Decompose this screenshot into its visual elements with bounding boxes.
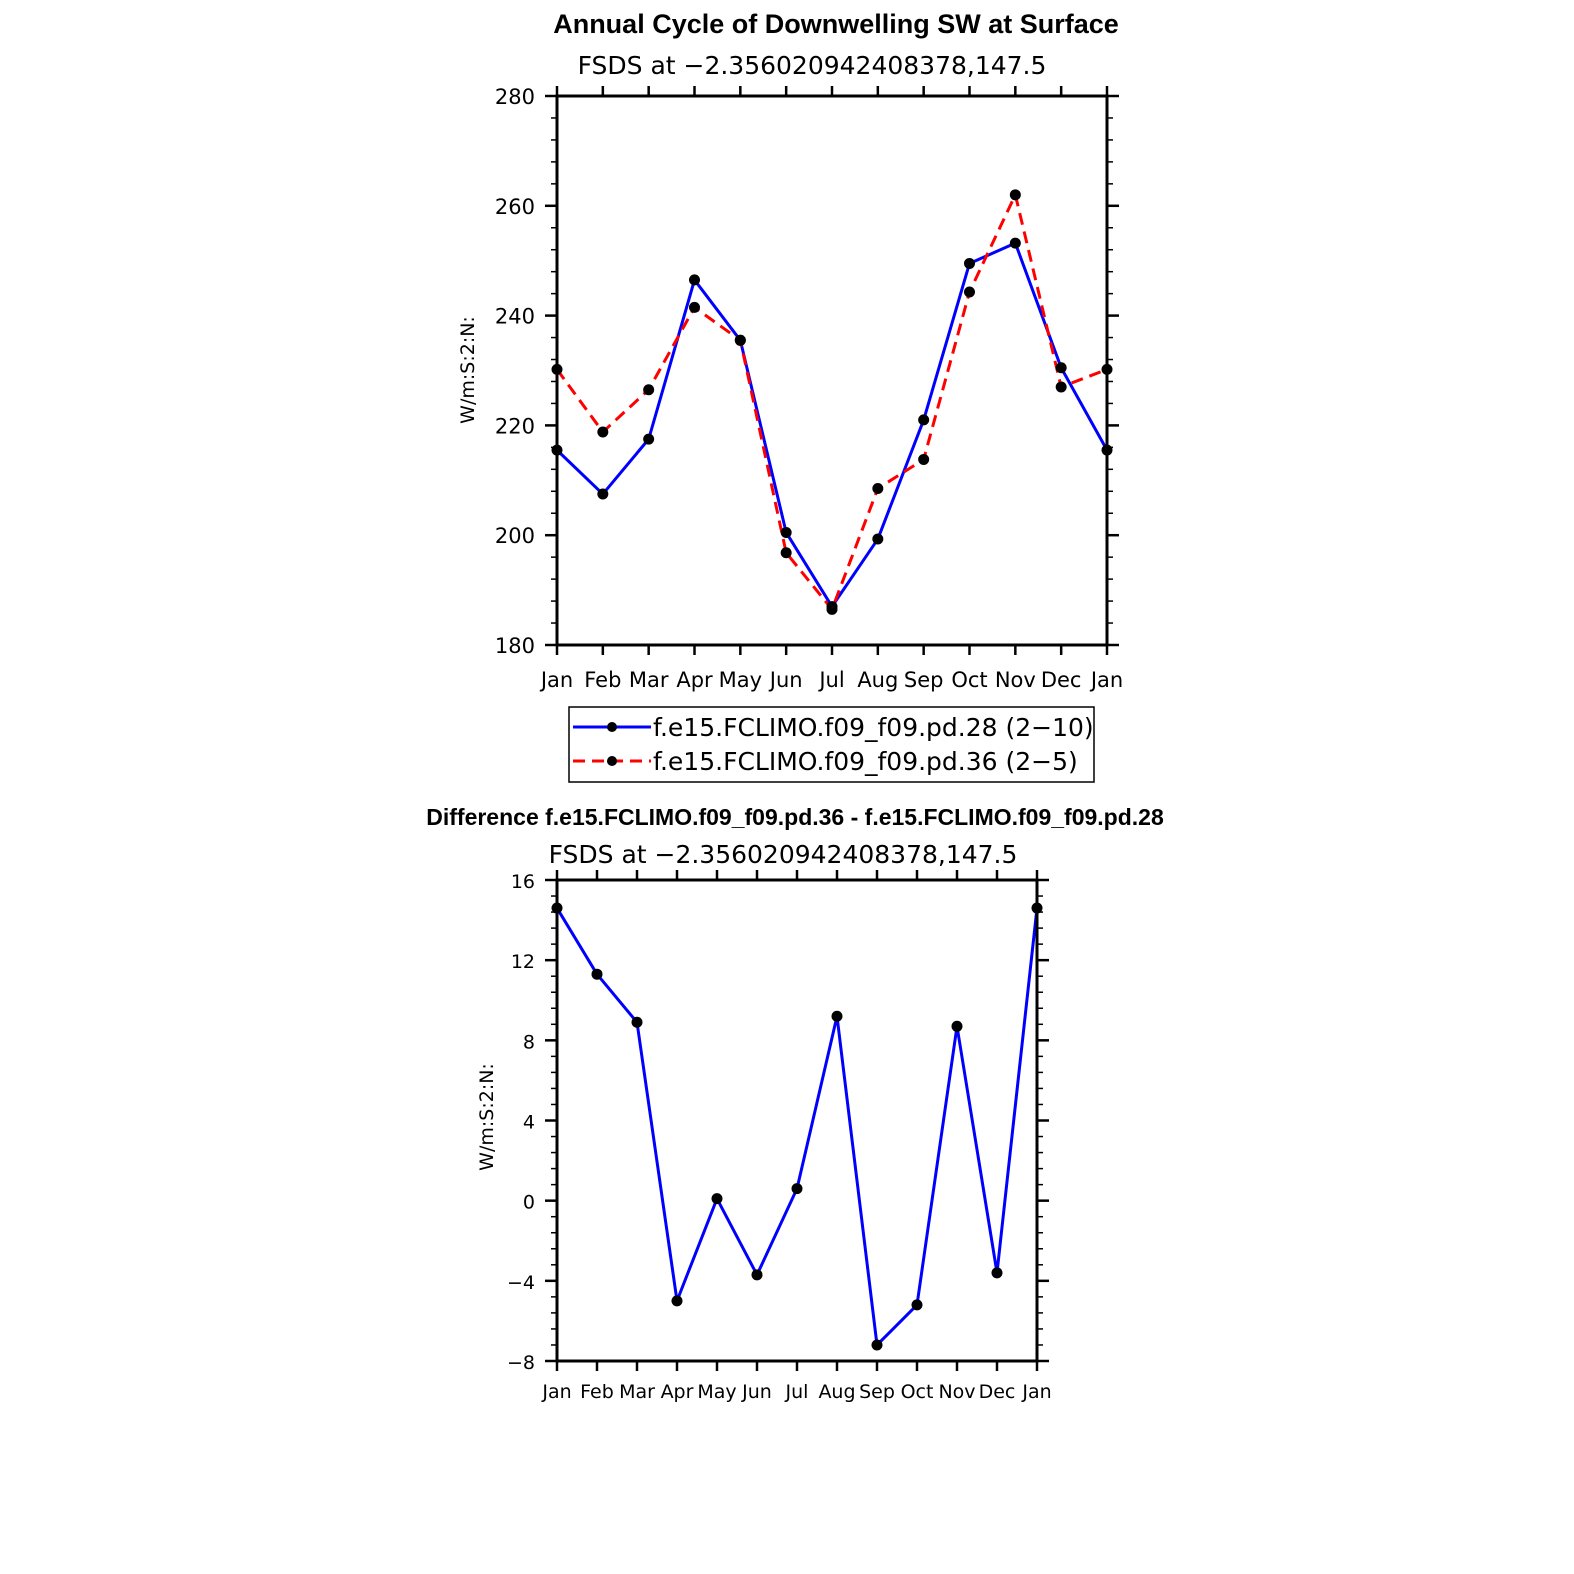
data-point	[1009, 237, 1021, 249]
x-tick-label: Mar	[629, 668, 669, 692]
x-tick-label: Jun	[768, 668, 803, 692]
x-tick-label: Aug	[857, 668, 898, 692]
chart-subtitle: FSDS at −2.356020942408378,147.5	[578, 51, 1047, 80]
x-tick-label: Nov	[995, 668, 1036, 692]
data-point	[689, 274, 700, 286]
y-tick-labels: −8 −4 0 4 8 12 16	[507, 871, 535, 1374]
x-tick-label: Dec	[979, 1381, 1016, 1403]
x-tick-label: Oct	[901, 1381, 934, 1403]
x-tick-label: Jan	[539, 668, 573, 692]
y-tick-label: 0	[523, 1192, 535, 1214]
data-point	[918, 453, 930, 465]
series-group	[551, 902, 1043, 1351]
tick-group	[545, 86, 1119, 655]
data-point	[871, 1339, 883, 1351]
x-tick-label: Oct	[951, 668, 987, 692]
data-point	[631, 1016, 643, 1028]
series-line-1	[555, 241, 1109, 609]
data-point	[671, 1295, 683, 1307]
data-point	[689, 301, 700, 313]
x-tick-label: Mar	[619, 1381, 655, 1403]
x-tick-label: Jan	[541, 1381, 571, 1403]
x-tick-label: Jan	[1021, 1381, 1051, 1403]
data-point	[872, 483, 884, 495]
x-tick-label: Jul	[785, 1381, 809, 1403]
y-tick-label: 240	[495, 305, 535, 329]
x-tick-label: Sep	[859, 1381, 895, 1403]
y-tick-label: 4	[523, 1112, 535, 1134]
x-tick-label: May	[719, 668, 762, 692]
x-tick-label: May	[697, 1381, 736, 1403]
data-point	[911, 1299, 923, 1311]
data-point	[751, 1269, 763, 1281]
data-point	[831, 1010, 843, 1022]
x-tick-label: Jan	[1089, 668, 1123, 692]
data-point	[780, 547, 792, 559]
data-point	[872, 533, 884, 545]
series-line-2	[555, 193, 1108, 611]
x-tick-label: Aug	[818, 1381, 855, 1403]
chart-subtitle: FSDS at −2.356020942408378,147.5	[549, 840, 1018, 869]
legend-box	[568, 706, 1095, 783]
data-point	[597, 488, 609, 500]
data-point	[597, 426, 609, 438]
series-line-1	[555, 907, 1039, 1347]
data-point	[951, 1020, 963, 1032]
x-tick-label: Jul	[817, 668, 844, 692]
y-tick-label: −8	[507, 1352, 535, 1374]
legend: f.e15.FCLIMO.f09_f09.pd.28 (2−10) f.e15.…	[568, 706, 1095, 783]
legend-marker-series-2	[607, 756, 617, 766]
plot-frame	[555, 878, 1039, 1363]
data-point	[643, 384, 655, 396]
data-point	[991, 1267, 1003, 1279]
x-tick-labels: Jan Feb Mar Apr May Jun Jul Aug Sep Oct Nov Dec Jan	[541, 1381, 1051, 1403]
data-point	[643, 433, 655, 445]
x-tick-label: Apr	[676, 668, 713, 692]
data-point	[964, 257, 975, 269]
data-point	[791, 1183, 803, 1195]
y-tick-label: 200	[495, 524, 535, 548]
series-group	[551, 189, 1113, 615]
data-point	[1055, 362, 1067, 374]
y-tick-labels: 180 200 220 240 260 280	[495, 85, 535, 658]
x-tick-label: Feb	[580, 1381, 614, 1403]
y-tick-label: 16	[511, 871, 535, 893]
y-axis-label: W/m:S:2:N:	[476, 1063, 498, 1171]
data-point	[1009, 189, 1021, 201]
y-tick-label: −4	[507, 1272, 535, 1294]
legend-label-series-1: f.e15.FCLIMO.f09_f09.pd.28 (2−10)	[653, 713, 1094, 742]
x-tick-label: Sep	[904, 668, 944, 692]
y-axis-label: W/m:S:2:N:	[457, 316, 479, 424]
data-point	[826, 603, 838, 615]
x-tick-label: Nov	[938, 1381, 975, 1403]
data-point	[711, 1193, 723, 1205]
data-point	[734, 334, 746, 346]
chart-title: Annual Cycle of Downwelling SW at Surfac…	[553, 9, 1119, 39]
x-tick-label: Dec	[1041, 668, 1082, 692]
legend-label-series-2: f.e15.FCLIMO.f09_f09.pd.36 (2−5)	[653, 747, 1078, 776]
plot-frame	[555, 94, 1109, 647]
data-point	[1055, 381, 1067, 393]
difference-chart: Difference f.e15.FCLIMO.f09_f09.pd.36 - …	[426, 804, 1164, 1403]
data-point	[964, 286, 975, 298]
y-tick-label: 260	[495, 195, 535, 219]
data-point	[780, 526, 792, 538]
x-tick-labels: Jan Feb Mar Apr May Jun Jul Aug Sep Oct Nov Dec Jan	[539, 668, 1123, 692]
y-tick-label: 12	[511, 951, 535, 973]
x-tick-label: Apr	[661, 1381, 694, 1403]
x-tick-label: Feb	[584, 668, 621, 692]
y-tick-label: 180	[495, 634, 535, 658]
y-tick-label: 280	[495, 85, 535, 109]
chart-title: Difference f.e15.FCLIMO.f09_f09.pd.36 - …	[426, 804, 1164, 830]
annual-cycle-chart: Annual Cycle of Downwelling SW at Surfac…	[457, 9, 1123, 783]
y-tick-label: 220	[495, 414, 535, 438]
x-tick-label: Jun	[741, 1381, 772, 1403]
y-tick-label: 8	[523, 1031, 535, 1053]
legend-marker-series-1	[607, 722, 617, 732]
data-point	[591, 968, 603, 980]
data-point	[918, 414, 930, 426]
